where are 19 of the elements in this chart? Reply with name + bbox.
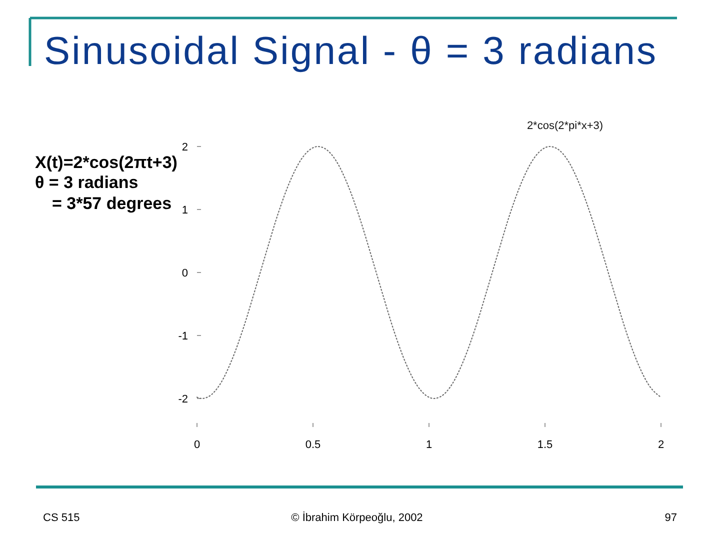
chart-title: Sinusoidal Signal - θ = 3 radians [44, 30, 656, 73]
y-tick-label: 2 [182, 141, 188, 154]
y-tick-label: -2 [178, 393, 188, 406]
y-tick-label: 0 [182, 267, 188, 280]
line-series [196, 146, 662, 400]
text: © İbrahim Körpeoğlu, 2002 [291, 511, 423, 524]
y-tick-label: 1 [182, 204, 188, 216]
text: 97 [664, 512, 677, 524]
x-tick-label: 0 [194, 439, 200, 451]
text: θ = 3 radians [35, 173, 138, 192]
x-tick-label: 1.5 [537, 439, 553, 451]
y-tick-label: -1 [178, 330, 188, 342]
x-tick-label: 1 [426, 439, 432, 451]
text: X(t)=2*cos(2πt+3) [35, 153, 178, 172]
text: = 3*57 degrees [52, 194, 172, 213]
chart-subtitle: 2*cos(2*pi*x+3) [526, 120, 604, 132]
x-tick-label: 0.5 [305, 439, 321, 451]
text: CS 515 [43, 512, 80, 524]
x-tick-label: 2 [658, 439, 664, 451]
